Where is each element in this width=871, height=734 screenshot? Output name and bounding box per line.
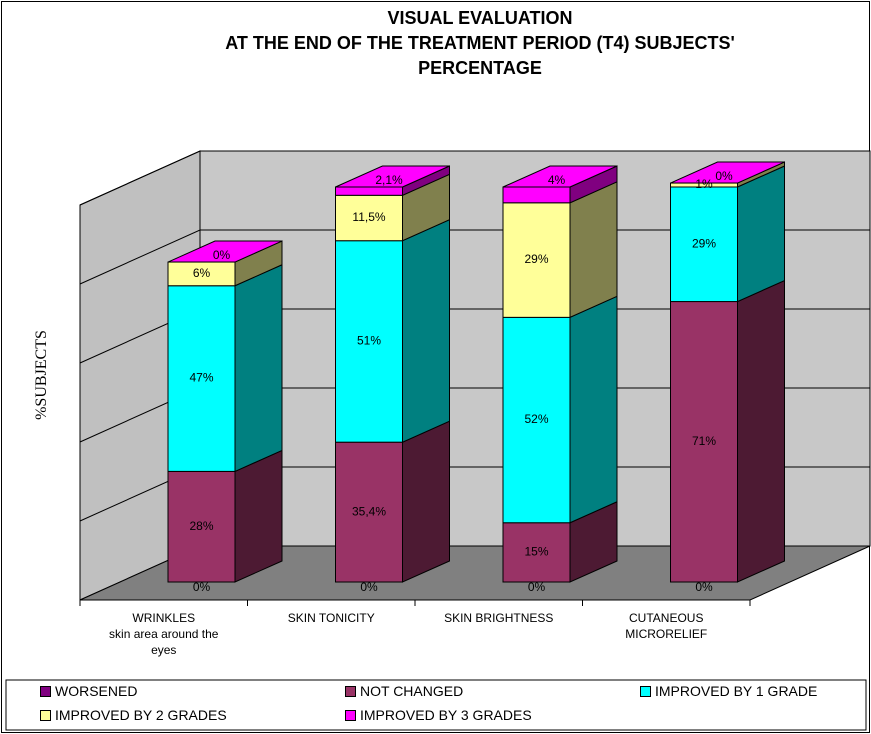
bar-segment [502,202,571,318]
bar-side [402,420,450,583]
data-label: 11,5% [352,210,385,224]
bar-side [234,449,283,583]
data-label: 6% [193,266,211,280]
chart-title: VISUAL EVALUATION AT THE END OF THE TREA… [225,8,735,78]
bar-segment [335,240,403,443]
legend-label: WORSENED [55,683,138,699]
bar-segment [167,470,236,583]
data-label: 47% [189,371,213,385]
bar-top [502,165,618,188]
x-tick-label: WRINKLES skin area around the eyes [109,611,219,657]
data-label: 0% [528,580,546,594]
data-label: 28% [189,519,213,533]
bar-segment [335,441,403,583]
legend-swatch [345,709,356,721]
legend-label: NOT CHANGED [360,683,464,699]
legend-box [5,679,867,731]
bar-side [737,165,785,303]
bar-segment [670,301,738,583]
data-label: 52% [524,412,548,426]
bar-side [402,218,450,443]
grid-line [79,229,870,285]
bar-top [670,161,785,184]
legend-item: WORSENED [40,683,137,699]
data-label: 0% [695,580,713,594]
legend-label: IMPROVED BY 3 GRADES [360,707,532,723]
legend-item: IMPROVED BY 3 GRADES [345,707,532,723]
bar-side [569,181,618,319]
bar-side [737,279,785,583]
legend-swatch [640,685,651,697]
bar-top [167,240,283,263]
x-tick-label: CUTANEOUS MICRORELIEF [625,611,708,641]
legend-label: IMPROVED BY 1 GRADE [655,683,818,699]
legend-swatch [40,685,51,697]
x-tick-label: SKIN BRIGHTNESS [444,611,554,625]
legend-item: IMPROVED BY 2 GRADES [40,707,227,723]
bar-segment [670,186,738,303]
data-label: 0% [360,580,378,594]
legend-label: IMPROVED BY 2 GRADES [55,707,227,723]
legend-swatch [40,709,51,721]
y-axis-label: %SUBJECTS [33,330,50,420]
bar-segment [335,186,403,196]
data-label: 0% [193,580,211,594]
data-label: 35,4% [352,504,386,518]
legend-item: IMPROVED BY 1 GRADE [640,683,817,699]
x-tick-label: SKIN TONICITY [287,611,375,625]
data-label: 1% [695,177,713,191]
data-label: 71% [692,434,716,448]
bar-side [234,263,283,473]
bar-side [569,295,618,524]
data-label: 4% [548,173,566,187]
bar-segment [502,186,571,204]
bar-top [335,165,450,188]
legend-item: NOT CHANGED [345,683,463,699]
data-label: 0% [715,169,733,183]
legend-swatch [345,685,356,697]
data-label: 29% [524,252,548,266]
data-label: 29% [692,236,716,250]
data-label: 15% [524,545,548,559]
data-label: 51% [357,334,381,348]
grid-line [79,150,870,206]
data-label: 0% [213,248,231,262]
data-label: 2,1% [375,173,403,187]
